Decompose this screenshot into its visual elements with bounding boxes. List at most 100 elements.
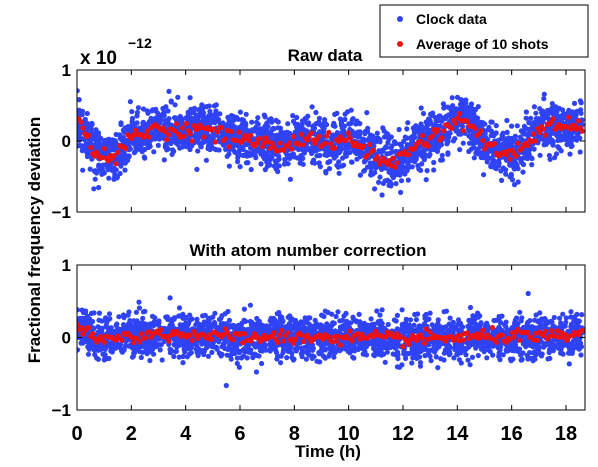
clock-data-point <box>344 154 349 159</box>
clock-data-point <box>499 314 504 319</box>
average-point <box>348 135 353 140</box>
average-point <box>580 129 585 134</box>
average-point <box>453 121 458 126</box>
clock-data-point <box>491 158 496 163</box>
clock-data-point <box>524 153 529 158</box>
clock-data-point <box>96 318 101 323</box>
average-point <box>426 144 431 149</box>
clock-data-point <box>389 145 394 150</box>
clock-data-point <box>533 111 538 116</box>
clock-data-point <box>406 178 411 183</box>
clock-data-point <box>425 127 430 132</box>
clock-data-point <box>392 139 397 144</box>
clock-data-point <box>232 124 237 129</box>
average-point <box>525 143 530 148</box>
clock-data-point <box>214 102 219 107</box>
clock-data-point <box>425 168 430 173</box>
clock-data-point <box>137 305 142 310</box>
clock-data-point <box>177 343 182 348</box>
clock-data-point <box>361 169 366 174</box>
clock-data-point <box>532 104 537 109</box>
clock-data-point <box>340 318 345 323</box>
clock-data-point <box>196 353 201 358</box>
clock-data-point <box>574 138 579 143</box>
clock-data-point <box>261 154 266 159</box>
clock-data-point <box>409 138 414 143</box>
clock-data-point <box>422 313 427 318</box>
clock-data-point <box>404 126 409 131</box>
clock-data-point <box>355 130 360 135</box>
clock-data-point <box>470 106 475 111</box>
clock-data-point <box>200 108 205 113</box>
clock-data-point <box>497 357 502 362</box>
clock-data-point <box>282 157 287 162</box>
clock-data-point <box>446 135 451 140</box>
clock-data-point <box>228 353 233 358</box>
clock-data-point <box>398 190 403 195</box>
clock-data-point <box>529 162 534 167</box>
clock-data-point <box>545 356 550 361</box>
average-point <box>367 142 372 147</box>
clock-data-point <box>249 167 254 172</box>
average-point <box>258 136 263 141</box>
clock-data-point <box>437 113 442 118</box>
clock-data-point <box>365 128 370 133</box>
clock-data-point <box>435 144 440 149</box>
clock-data-point <box>278 360 283 365</box>
clock-data-point <box>169 98 174 103</box>
average-point <box>248 133 253 138</box>
average-point <box>78 120 83 125</box>
clock-data-point <box>339 121 344 126</box>
clock-data-point <box>142 309 147 314</box>
clock-data-point <box>175 95 180 100</box>
clock-data-point <box>321 128 326 133</box>
average-point <box>478 128 483 133</box>
clock-data-point <box>114 175 119 180</box>
clock-data-point <box>194 167 199 172</box>
clock-data-point <box>508 137 513 142</box>
average-point <box>102 146 107 151</box>
average-point <box>88 145 93 150</box>
clock-data-point <box>469 101 474 106</box>
clock-data-point <box>534 116 539 121</box>
clock-data-point <box>275 125 280 130</box>
clock-data-point <box>277 163 282 168</box>
clock-data-point <box>303 147 308 152</box>
clock-data-point <box>461 141 466 146</box>
average-point <box>457 111 462 116</box>
average-point <box>172 128 177 133</box>
average-point <box>531 131 536 136</box>
clock-data-point <box>288 177 293 182</box>
average-point <box>533 138 538 143</box>
clock-data-point <box>146 145 151 150</box>
clock-data-point <box>87 347 92 352</box>
clock-data-point <box>130 119 135 124</box>
clock-data-point <box>564 315 569 320</box>
clock-data-point <box>520 170 525 175</box>
clock-data-point <box>94 139 99 144</box>
clock-data-point <box>567 152 572 157</box>
average-point <box>182 134 187 139</box>
clock-data-point <box>254 369 259 374</box>
average-point <box>537 130 542 135</box>
clock-data-point <box>279 315 284 320</box>
clock-data-point <box>519 128 524 133</box>
clock-data-point <box>238 164 243 169</box>
clock-data-point <box>323 121 328 126</box>
clock-data-point <box>484 153 489 158</box>
clock-data-point <box>282 162 287 167</box>
clock-data-point <box>457 147 462 152</box>
average-point <box>418 139 423 144</box>
clock-data-point <box>188 95 193 100</box>
average-point <box>390 156 395 161</box>
clock-data-point <box>177 305 182 310</box>
clock-data-point <box>524 126 529 131</box>
clock-data-point <box>480 120 485 125</box>
average-point <box>219 125 224 130</box>
average-point <box>201 134 206 139</box>
clock-data-point <box>209 350 214 355</box>
average-point <box>322 141 327 146</box>
clock-data-point <box>292 154 297 159</box>
average-point <box>361 144 366 149</box>
